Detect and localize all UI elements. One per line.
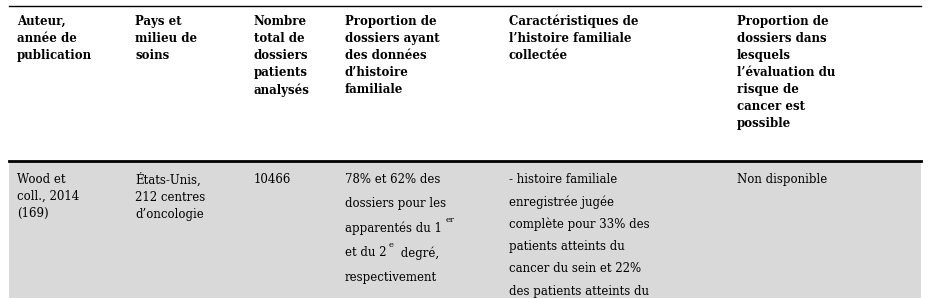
Text: cancer du sein et 22%: cancer du sein et 22% [509, 262, 641, 275]
Text: apparentés du 1: apparentés du 1 [345, 222, 442, 235]
Text: Auteur,
année de
publication: Auteur, année de publication [17, 15, 92, 62]
FancyBboxPatch shape [9, 161, 921, 298]
Text: er: er [445, 216, 454, 224]
Text: complète pour 33% des: complète pour 33% des [509, 218, 649, 231]
Text: Pays et
milieu de
soins: Pays et milieu de soins [135, 15, 197, 62]
Text: Proportion de
dossiers dans
lesquels
l’évaluation du
risque de
cancer est
possib: Proportion de dossiers dans lesquels l’é… [737, 15, 835, 130]
Text: enregistrée jugée: enregistrée jugée [509, 195, 614, 209]
Text: et du 2: et du 2 [345, 246, 386, 259]
Text: 78% et 62% des: 78% et 62% des [345, 173, 440, 186]
Text: 10466: 10466 [254, 173, 291, 186]
FancyBboxPatch shape [9, 6, 921, 161]
Text: patients atteints du: patients atteints du [509, 240, 625, 253]
Text: Caractéristiques de
l’histoire familiale
collectée: Caractéristiques de l’histoire familiale… [509, 15, 638, 62]
Text: respectivement: respectivement [345, 271, 437, 284]
Text: dossiers pour les: dossiers pour les [345, 197, 446, 210]
Text: degré,: degré, [397, 246, 439, 260]
Text: e: e [389, 241, 393, 249]
Text: des patients atteints du: des patients atteints du [509, 285, 649, 298]
Text: Proportion de
dossiers ayant
des données
d’histoire
familiale: Proportion de dossiers ayant des données… [345, 15, 440, 96]
Text: Wood et
coll., 2014
(169): Wood et coll., 2014 (169) [17, 173, 79, 220]
Text: Nombre
total de
dossiers
patients
analysés: Nombre total de dossiers patients analys… [254, 15, 310, 97]
Text: Non disponible: Non disponible [737, 173, 827, 186]
Text: États-Unis,
212 centres
d’oncologie: États-Unis, 212 centres d’oncologie [135, 173, 206, 221]
Text: - histoire familiale: - histoire familiale [509, 173, 618, 186]
